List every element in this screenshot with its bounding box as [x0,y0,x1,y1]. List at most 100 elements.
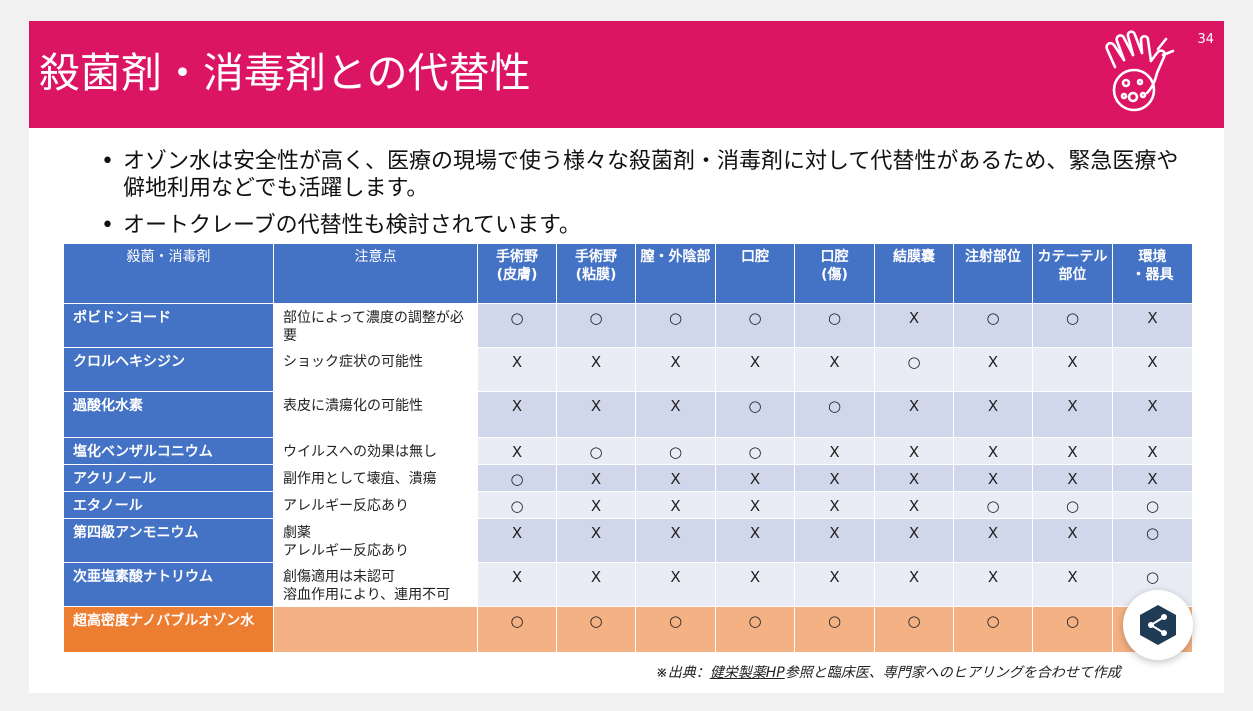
column-header: 注射部位 [953,243,1033,304]
table-row: アクリノール 副作用として壊疽、潰瘍 ○ X X X X X X X X [63,464,1193,492]
suitability-cell: ○ [953,606,1033,653]
disinfectant-name: エタノール [63,491,274,519]
page-number: 34 [1197,32,1214,47]
suitability-cell: X [556,391,636,438]
suitability-cell: ○ [477,464,557,492]
suitability-cell: X [953,562,1033,607]
bullet-text: オゾン水は安全性が高く、医療の現場で使う様々な殺菌剤・消毒剤に対して代替性がある… [123,149,1179,201]
suitability-cell: X [1032,518,1113,563]
source-suffix: 参照と臨床医、専門家へのヒアリングを合わせて作成 [784,665,1121,681]
suitability-cell: X [635,518,716,563]
suitability-cell: ○ [1032,303,1113,348]
suitability-cell: X [635,347,716,392]
disinfectant-name: アクリノール [63,464,274,492]
table-row: 塩化ベンザルコニウム ウイルスへの効果は無し X ○ ○ ○ X X X X X [63,437,1193,465]
disinfectant-name: 塩化ベンザルコニウム [63,437,274,465]
suitability-cell: ○ [953,491,1033,519]
suitability-cell: ○ [477,491,557,519]
suitability-cell: X [715,518,795,563]
suitability-cell: X [715,562,795,607]
caution-note: ショック症状の可能性 [273,347,478,392]
caution-note: アレルギー反応あり [273,491,478,519]
suitability-cell: X [635,464,716,492]
suitability-cell: X [874,391,954,438]
suitability-cell: ○ [1032,606,1113,653]
table-row: 過酸化水素 表皮に潰瘍化の可能性 X X X ○ ○ X X X X [63,391,1193,438]
suitability-cell: X [477,347,557,392]
bullet-item: • オゾン水は安全性が高く、医療の現場で使う様々な殺菌剤・消毒剤に対して代替性が… [101,148,1181,202]
suitability-cell: ○ [635,437,716,465]
suitability-cell: X [715,491,795,519]
column-header: カテーテル 部位 [1032,243,1113,304]
table-body: ポビドンヨード 部位によって濃度の調整が必要 ○ ○ ○ ○ ○ X ○ ○ X クロルヘキシジン ショ… [63,303,1193,653]
suitability-cell: X [477,391,557,438]
suitability-cell: X [794,464,875,492]
suitability-cell: X [953,518,1033,563]
bullet-text: オートクレーブの代替性も検討されています。 [123,213,581,238]
suitability-cell: X [1112,347,1193,392]
suitability-cell: X [635,491,716,519]
suitability-cell: X [874,562,954,607]
suitability-cell: X [1032,464,1113,492]
suitability-cell: X [1112,464,1193,492]
suitability-cell: X [1032,391,1113,438]
disinfectant-name: 過酸化水素 [63,391,274,438]
suitability-cell: X [556,518,636,563]
suitability-cell: X [635,391,716,438]
floating-action-button[interactable] [1123,590,1193,660]
disinfectant-name: クロルヘキシジン [63,347,274,392]
table-row: 次亜塩素酸ナトリウム 創傷適用は未認可 溶血作用により、連用不可 X X X X X X X X ○ [63,562,1193,607]
caution-note: 劇薬 アレルギー反応あり [273,518,478,563]
suitability-cell: X [874,491,954,519]
source-prefix: ※出典： [656,665,710,681]
suitability-cell: X [874,464,954,492]
suitability-cell: X [794,347,875,392]
column-header: 殺菌・消毒剤 [63,243,274,304]
hand-bacteria-icon [1105,30,1175,112]
suitability-cell: X [635,562,716,607]
suitability-cell: ○ [794,606,875,653]
suitability-cell: X [1032,347,1113,392]
column-header: 口腔 (傷) [794,243,875,304]
table-row: エタノール アレルギー反応あり ○ X X X X X ○ ○ ○ [63,491,1193,519]
bullet-item: • オートクレーブの代替性も検討されています。 [101,212,1181,239]
disinfectant-name: ポビドンヨード [63,303,274,348]
suitability-cell: X [715,347,795,392]
suitability-cell: ○ [715,437,795,465]
caution-note: 副作用として壊疽、潰瘍 [273,464,478,492]
suitability-cell: X [715,464,795,492]
suitability-cell: X [953,347,1033,392]
suitability-cell: X [477,437,557,465]
suitability-cell: ○ [1112,518,1193,563]
caution-note [273,606,478,653]
table-row: 第四級アンモニウム 劇薬 アレルギー反応あり X X X X X X X X ○ [63,518,1193,563]
suitability-cell: ○ [635,303,716,348]
suitability-cell: ○ [794,303,875,348]
suitability-cell: X [794,491,875,519]
suitability-cell: X [556,347,636,392]
disinfectant-name: 次亜塩素酸ナトリウム [63,562,274,607]
suitability-cell: ○ [477,303,557,348]
suitability-cell: X [953,391,1033,438]
column-header: 結膜嚢 [874,243,954,304]
suitability-cell: X [556,562,636,607]
source-note: ※出典：健栄製薬HP参照と臨床医、専門家へのヒアリングを合わせて作成 [656,662,1121,682]
suitability-cell: ○ [1032,491,1113,519]
suitability-cell: ○ [715,303,795,348]
page-title: 殺菌剤・消毒剤との代替性 [39,49,531,97]
column-header: 環境 ・器具 [1112,243,1193,304]
column-header: 膣・外陰部 [635,243,716,304]
suitability-cell: X [874,437,954,465]
source-link[interactable]: 健栄製薬HP [709,665,785,681]
suitability-cell: ○ [953,303,1033,348]
suitability-cell: ○ [556,303,636,348]
bullet-dot-icon: • [101,149,114,174]
share-hexagon-icon [1140,605,1176,645]
caution-note: 創傷適用は未認可 溶血作用により、連用不可 [273,562,478,607]
caution-note: 部位によって濃度の調整が必要 [273,303,478,348]
column-header: 手術野 (粘膜) [556,243,636,304]
suitability-cell: ○ [794,391,875,438]
suitability-cell: X [1112,391,1193,438]
slide-header: 殺菌剤・消毒剤との代替性 34 [29,21,1224,128]
column-header: 口腔 [715,243,795,304]
